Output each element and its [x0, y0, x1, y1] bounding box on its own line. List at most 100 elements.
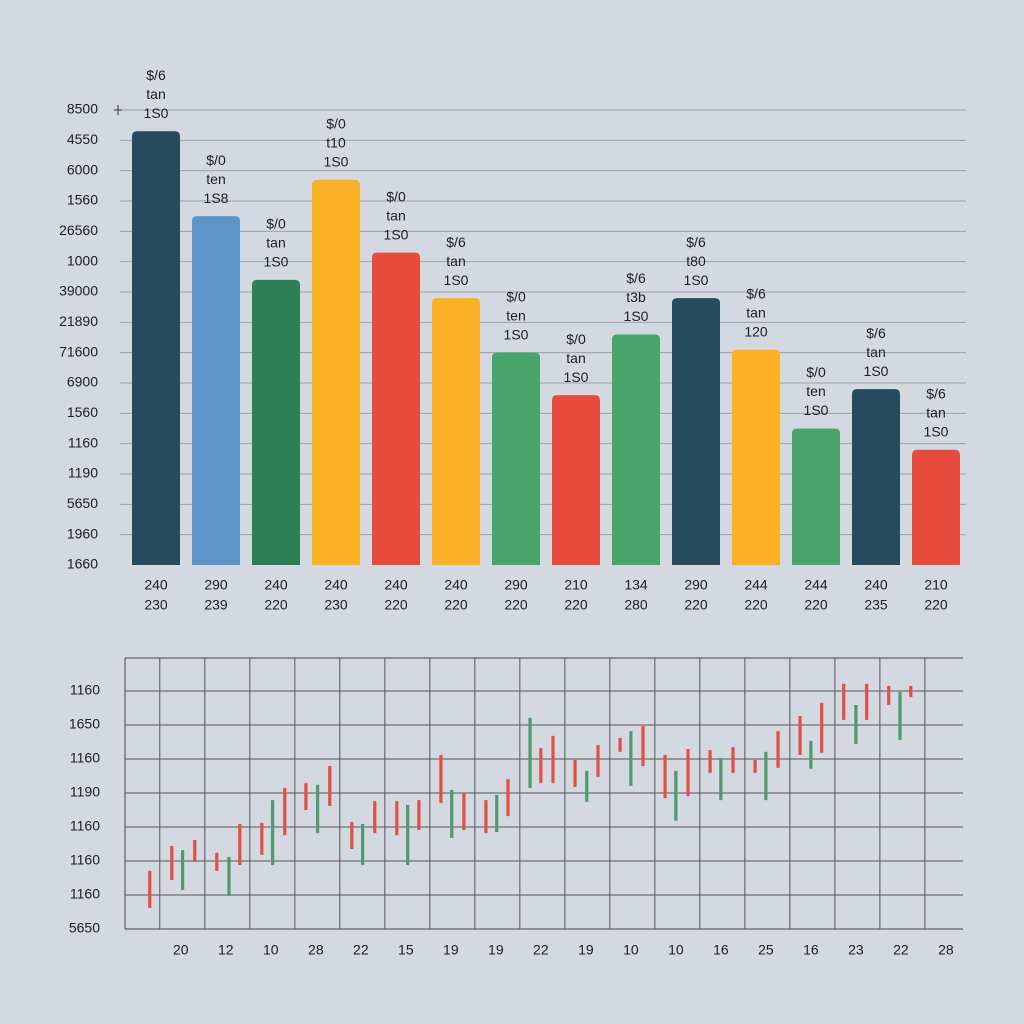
candle — [764, 751, 768, 801]
candle — [227, 856, 231, 897]
candle — [181, 850, 185, 890]
bar — [672, 298, 720, 565]
x-tick-label: 22 — [353, 942, 369, 958]
candle — [596, 745, 600, 778]
x-tick-label: 10 — [623, 942, 639, 958]
candle — [776, 731, 780, 768]
bar — [912, 449, 960, 565]
y-tick-label: 5650 — [69, 920, 100, 936]
y-tick-label: 26560 — [59, 222, 98, 238]
bar-label: 1S0 — [924, 423, 949, 439]
candle — [350, 821, 354, 850]
y-tick-label: 1660 — [67, 556, 98, 572]
x-tick-label: 239 — [204, 597, 228, 613]
bar-label: tan — [146, 86, 165, 102]
candle — [809, 740, 813, 769]
bar-label: 1S0 — [504, 326, 529, 342]
candle — [215, 852, 219, 871]
candle — [731, 747, 735, 773]
bar-label: t3b — [626, 289, 646, 305]
bar — [252, 279, 300, 565]
bar-label: $/0 — [386, 188, 406, 204]
x-tick-label: 240 — [864, 577, 888, 593]
y-tick-label: 71600 — [59, 343, 98, 359]
x-tick-label: 240 — [144, 577, 168, 593]
candle — [328, 766, 332, 806]
y-tick-label: 1160 — [70, 750, 100, 766]
x-tick-label: 290 — [504, 577, 528, 593]
bar — [792, 428, 840, 565]
x-tick-label: 240 — [264, 577, 288, 593]
x-tick-label: 220 — [924, 597, 948, 613]
x-tick-label: 220 — [684, 597, 708, 613]
x-tick-label: 23 — [848, 942, 864, 958]
bar — [432, 298, 480, 565]
candle — [573, 760, 577, 787]
candle — [753, 760, 757, 773]
bar — [612, 334, 660, 565]
x-tick-label: 28 — [938, 942, 954, 958]
bar — [372, 252, 420, 566]
bar-label: $/6 — [146, 67, 166, 83]
bar-label: 1S0 — [624, 308, 649, 324]
bar — [552, 395, 600, 565]
candle — [551, 735, 555, 784]
x-tick-label: 15 — [398, 942, 414, 958]
bar — [192, 216, 240, 565]
y-tick-label: 8500 — [67, 101, 98, 117]
bar-label: $/6 — [866, 325, 886, 341]
candle — [898, 692, 902, 740]
candle — [417, 800, 421, 831]
candle — [539, 748, 543, 784]
bar-label: $/6 — [686, 234, 706, 250]
y-tick-label: 1160 — [70, 852, 100, 868]
bar-label: $/0 — [206, 152, 226, 168]
bar-label: 1S0 — [804, 402, 829, 418]
y-tick-label: 1160 — [70, 682, 100, 698]
x-tick-label: 20 — [173, 942, 189, 958]
bar-label: ten — [506, 307, 525, 323]
candle — [304, 783, 308, 810]
candle — [528, 717, 532, 788]
candle — [484, 800, 488, 834]
x-tick-label: 19 — [443, 942, 459, 958]
bar-label: 120 — [744, 323, 768, 339]
candle — [674, 770, 678, 821]
x-tick-label: 210 — [564, 577, 588, 593]
bar-label: $/6 — [626, 270, 646, 286]
bar-label: tan — [746, 304, 765, 320]
bar-label: ten — [806, 383, 825, 399]
x-tick-label: 220 — [444, 597, 468, 613]
candle — [462, 792, 466, 831]
x-tick-label: 220 — [804, 597, 828, 613]
bar-label: $/0 — [806, 364, 826, 380]
x-tick-label: 16 — [713, 942, 729, 958]
bar-label: ten — [206, 171, 225, 187]
candle — [193, 839, 197, 863]
x-tick-label: 22 — [893, 942, 909, 958]
candle — [450, 789, 454, 838]
x-tick-label: 28 — [308, 942, 324, 958]
bar-label: 1S0 — [444, 272, 469, 288]
x-tick-label: 290 — [204, 577, 228, 593]
x-tick-label: 25 — [758, 942, 774, 958]
bar — [852, 389, 900, 565]
bar-label: $/6 — [746, 285, 766, 301]
candle — [439, 754, 443, 803]
y-tick-label: 21890 — [59, 313, 98, 329]
y-tick-label: 39000 — [59, 283, 98, 299]
x-tick-label: 210 — [924, 577, 948, 593]
y-tick-label: 6000 — [67, 161, 98, 177]
candle — [798, 716, 802, 755]
bar-label: 1S0 — [864, 363, 889, 379]
bar — [132, 131, 180, 565]
candle — [316, 784, 320, 834]
x-tick-label: 280 — [624, 597, 648, 613]
bar-label: $/0 — [506, 288, 526, 304]
bar-label: 1S0 — [384, 226, 409, 242]
y-tick-label: 1190 — [68, 465, 98, 481]
y-tick-label: 1560 — [67, 192, 98, 208]
candle — [854, 704, 858, 745]
x-tick-label: 235 — [864, 597, 888, 613]
y-tick-label: 1960 — [67, 525, 98, 541]
